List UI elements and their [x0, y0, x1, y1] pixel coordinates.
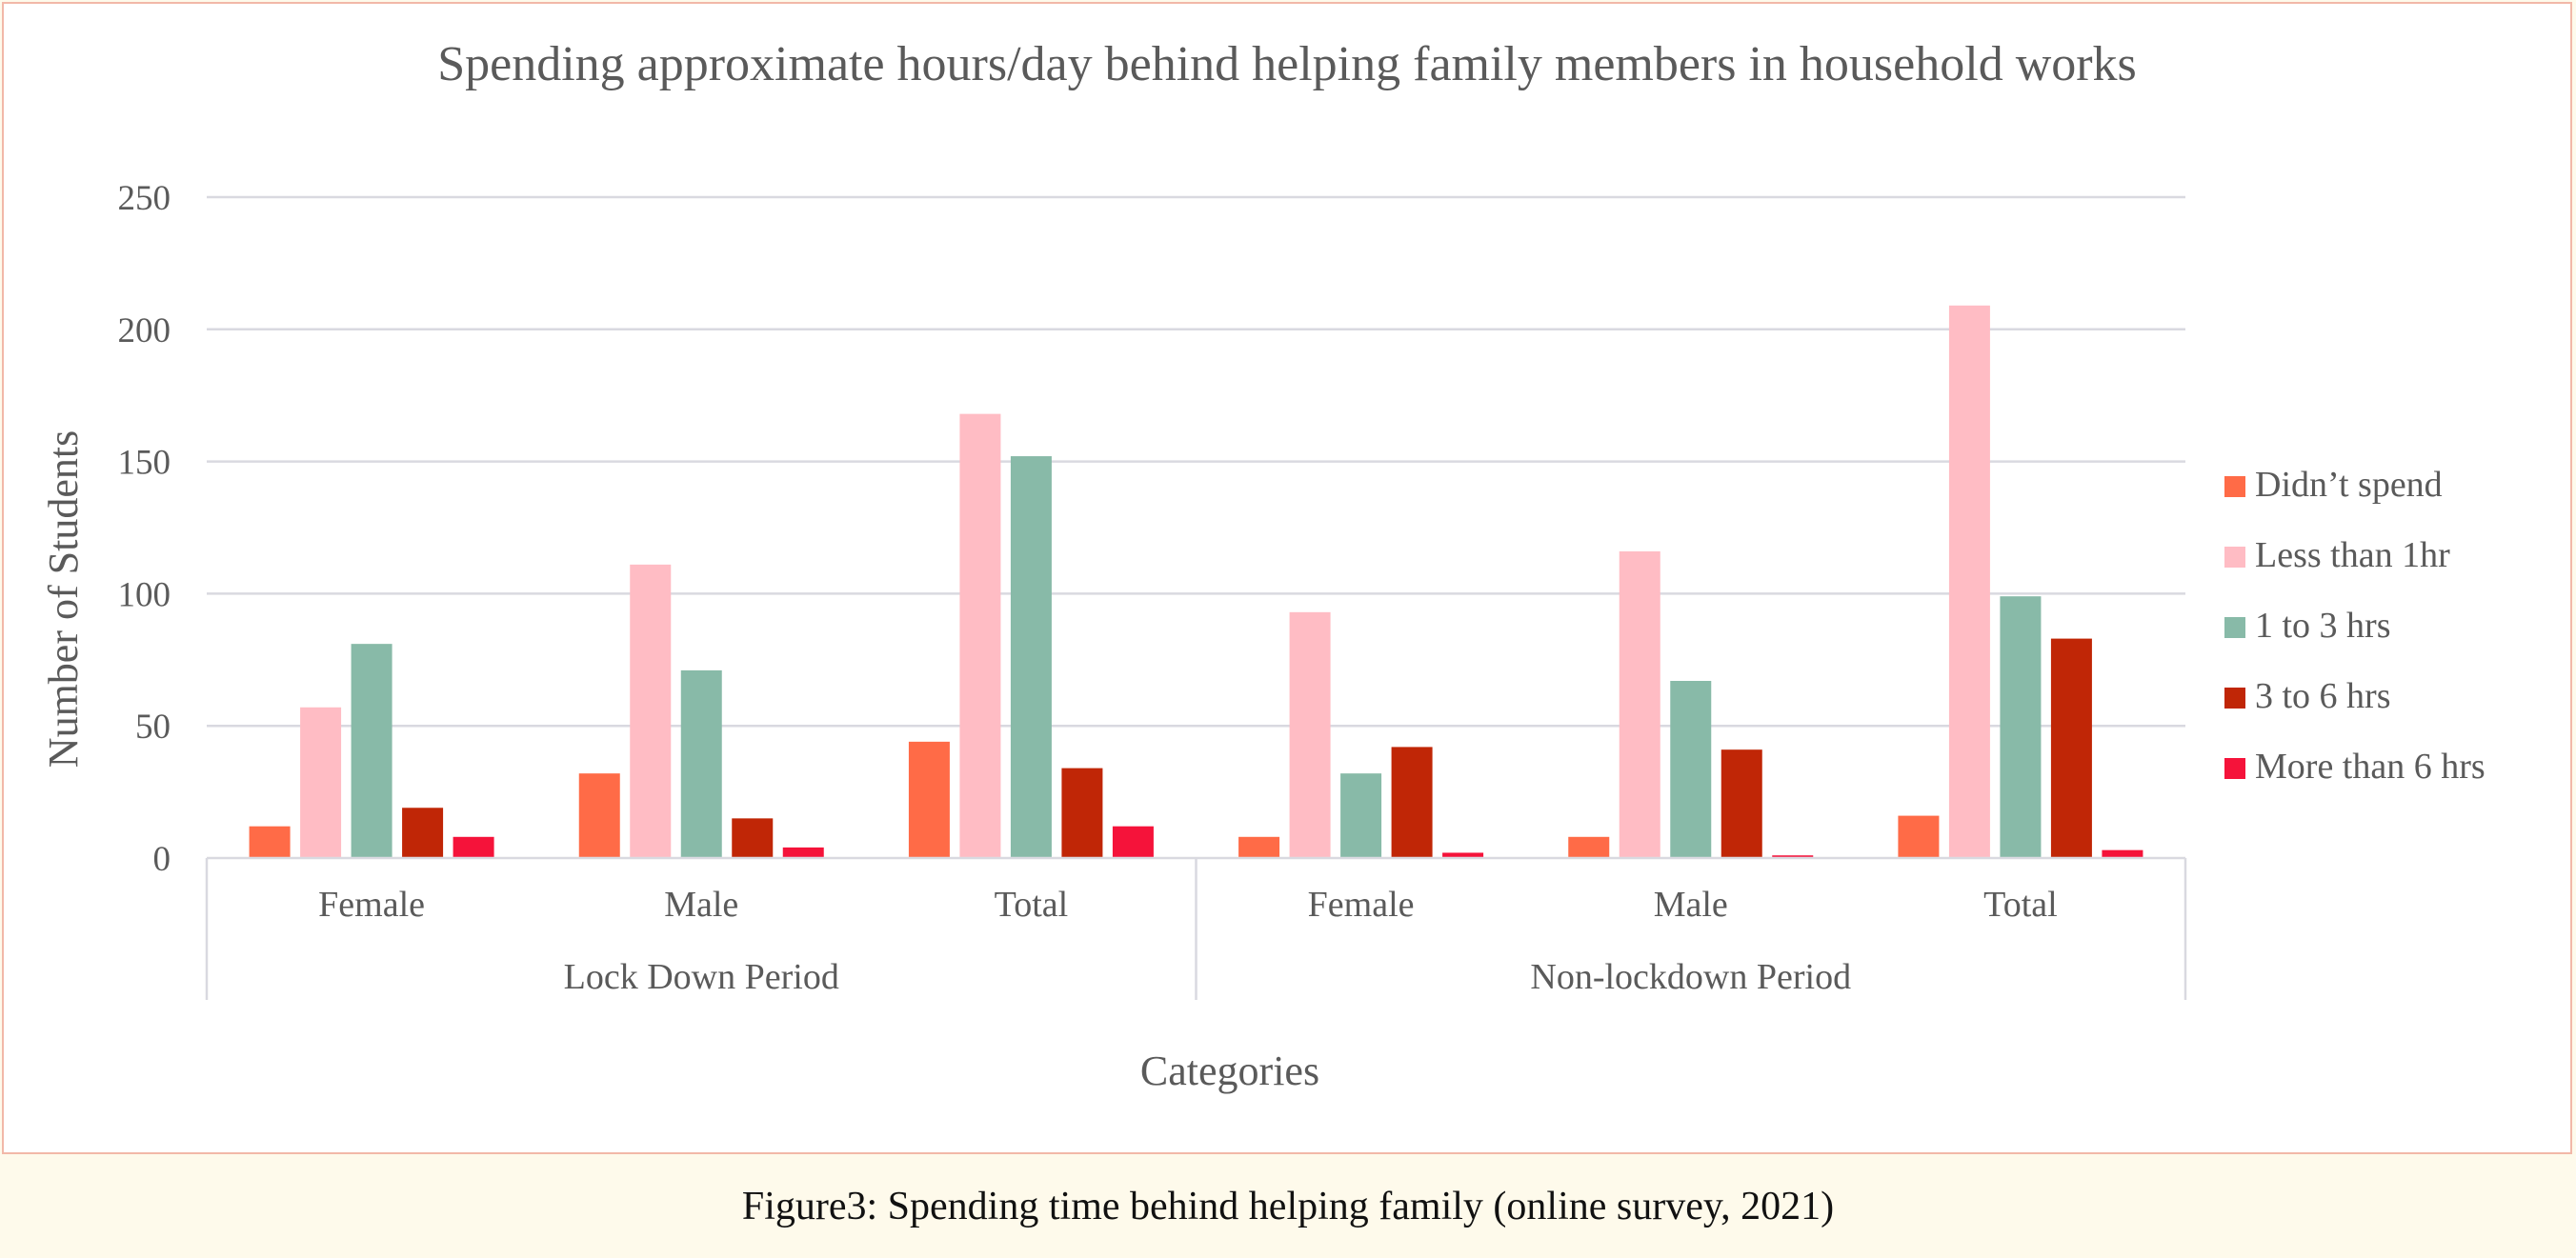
bar: [1721, 749, 1762, 858]
figure-caption: Figure3: Spending time behind helping fa…: [741, 1184, 1835, 1228]
bar: [1619, 550, 1660, 858]
category-label: Female: [318, 885, 425, 925]
x-axis-title: Categories: [1140, 1048, 1319, 1094]
y-tick-label: 150: [118, 444, 171, 483]
bar: [630, 564, 672, 858]
bar: [1238, 836, 1280, 858]
bar: [680, 669, 722, 858]
y-tick-label: 0: [153, 840, 171, 879]
bar: [1010, 456, 1052, 858]
legend-label: Less than 1hr: [2255, 535, 2450, 575]
legend-swatch: [2224, 688, 2245, 709]
group-label: Lock Down Period: [564, 957, 839, 997]
bar: [1898, 815, 1940, 858]
legend-swatch: [2224, 758, 2245, 779]
bars: [249, 305, 2143, 858]
gridlines: [207, 195, 2185, 728]
y-axis-ticks: 0 50 100 150 200 250: [118, 179, 171, 879]
y-tick-label: 50: [135, 708, 171, 747]
bar: [908, 741, 950, 858]
category-label: Male: [1654, 885, 1728, 925]
category-label: Male: [664, 885, 738, 925]
legend-swatch: [2224, 617, 2245, 638]
bar: [1568, 836, 1610, 858]
bar: [1948, 305, 1990, 858]
bar: [782, 847, 824, 858]
category-labels: Female Male Total Lock Down Period Female Mal…: [318, 885, 2058, 997]
legend-label: 1 to 3 hrs: [2255, 606, 2391, 646]
bar: [1670, 681, 1712, 858]
legend-label: 3 to 6 hrs: [2255, 676, 2391, 716]
bar-chart: Spending approximate hours/day behind he…: [40, 37, 2485, 1094]
bar: [1061, 768, 1103, 858]
bar: [732, 818, 774, 858]
bar: [402, 808, 444, 858]
bar: [2000, 596, 2042, 858]
bar: [1391, 747, 1433, 858]
bar: [2050, 638, 2092, 858]
legend: Didn’t spend Less than 1hr 1 to 3 hrs 3 to …: [2224, 465, 2485, 787]
y-tick-label: 250: [118, 179, 171, 218]
x-axis: [205, 856, 2187, 1000]
bar: [453, 836, 494, 858]
bar: [1442, 852, 1484, 858]
bar: [578, 773, 620, 858]
bar: [1289, 611, 1331, 858]
legend-label: More than 6 hrs: [2255, 747, 2485, 787]
bar: [351, 644, 392, 858]
legend-swatch: [2224, 547, 2245, 568]
legend-label: Didn’t spend: [2255, 465, 2443, 505]
y-axis-title: Number of Students: [40, 430, 87, 768]
category-label: Total: [995, 885, 1069, 925]
bar: [2102, 849, 2143, 858]
group-label: Non-lockdown Period: [1530, 957, 1851, 997]
y-tick-label: 200: [118, 311, 171, 350]
bar: [249, 826, 291, 858]
bar: [1340, 773, 1382, 858]
chart-title: Spending approximate hours/day behind he…: [437, 37, 2137, 91]
chart-frame: Spending approximate hours/day behind he…: [2, 2, 2572, 1154]
bar: [300, 707, 342, 858]
category-label: Female: [1308, 885, 1415, 925]
legend-swatch: [2224, 476, 2245, 497]
category-label: Total: [1983, 885, 2058, 925]
bar: [959, 413, 1001, 858]
bar: [1772, 855, 1814, 858]
bar: [1112, 826, 1154, 858]
y-tick-label: 100: [118, 575, 171, 614]
